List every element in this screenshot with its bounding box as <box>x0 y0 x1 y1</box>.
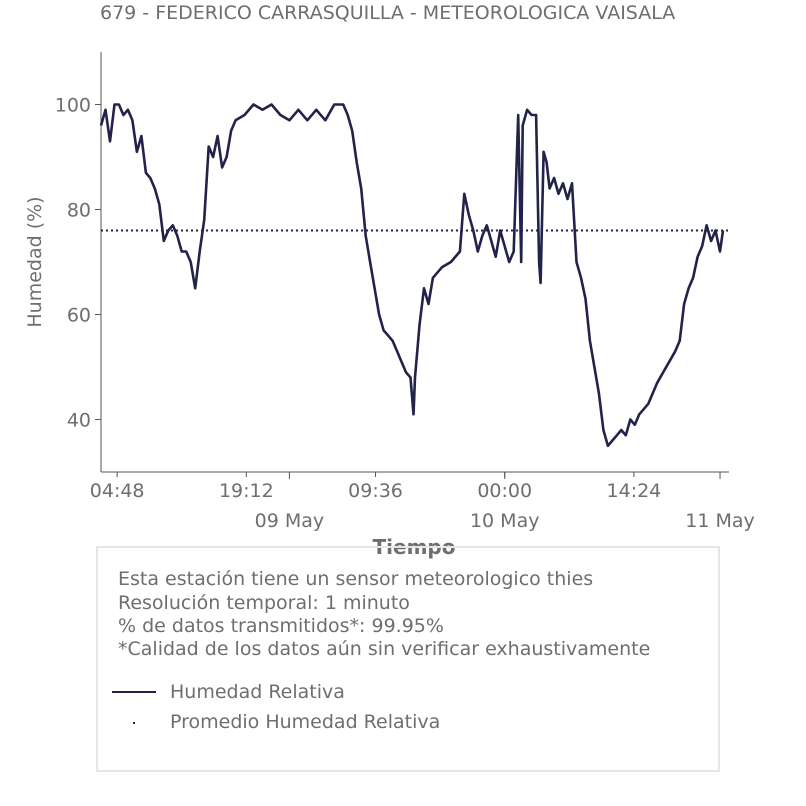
x-tick-label-time: 14:24 <box>607 480 662 502</box>
x-tick-label-date: 10 May <box>470 510 540 532</box>
y-axis-label: Humedad (%) <box>24 196 46 327</box>
info-line-sensor: Esta estación tiene un sensor meteorolog… <box>118 568 594 590</box>
x-ticks: 04:48 19:12 09:36 00:00 14:24 09 May 10 May 11 … <box>90 472 755 532</box>
legend-label-humedad: Humedad Relativa <box>170 681 345 703</box>
y-tick-label: 40 <box>67 410 91 432</box>
info-line-resolution: Resolución temporal: 1 minuto <box>118 592 410 614</box>
y-ticks: 40 60 80 100 <box>55 95 101 432</box>
chart-title: 679 - FEDERICO CARRASQUILLA - METEOROLOG… <box>100 2 676 24</box>
x-tick-label-time: 04:48 <box>90 480 145 502</box>
series-group <box>99 103 725 448</box>
y-tick-label: 100 <box>55 95 91 117</box>
solid-line-swatch <box>112 691 156 693</box>
x-tick-label-date: 11 May <box>685 510 755 532</box>
info-line-quality: *Calidad de los datos aún sin verificar … <box>118 638 651 660</box>
dotted-line-swatch <box>133 722 135 724</box>
legend-label-promedio: Promedio Humedad Relativa <box>170 711 441 733</box>
x-tick-label-time: 19:12 <box>219 480 274 502</box>
info-line-transmitted: % de datos transmitidos*: 99.95% <box>118 615 444 637</box>
y-tick-label: 80 <box>67 200 91 222</box>
x-tick-label-date: 09 May <box>255 510 325 532</box>
humidity-series-line <box>99 103 725 448</box>
humidity-chart: 40 60 80 100 04:48 19:12 09:36 00:00 14:24 09 Ma… <box>24 52 755 559</box>
x-tick-label-time: 00:00 <box>477 480 532 502</box>
x-tick-label-time: 09:36 <box>348 480 403 502</box>
info-box: Esta estación tiene un sensor meteorolog… <box>96 546 720 772</box>
y-tick-label: 60 <box>67 305 91 327</box>
